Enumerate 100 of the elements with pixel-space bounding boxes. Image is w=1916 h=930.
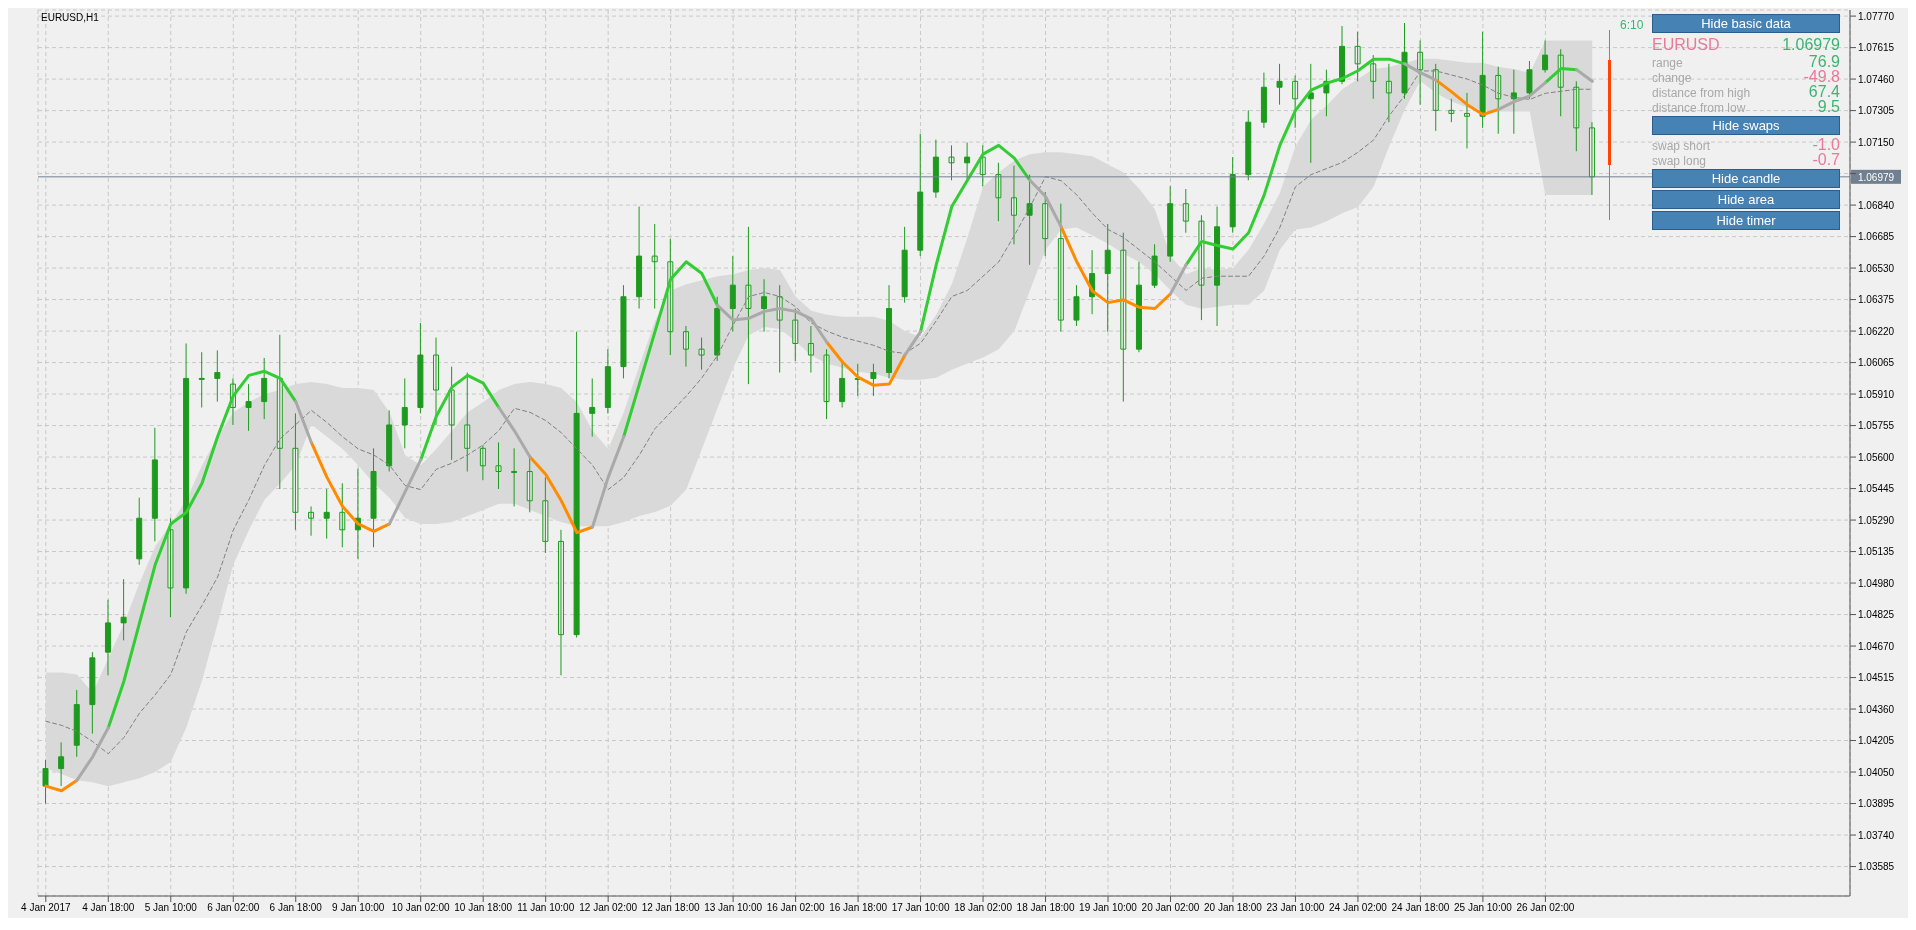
candlestick bbox=[276, 334, 283, 490]
candlestick bbox=[198, 351, 205, 408]
candlestick bbox=[698, 337, 705, 371]
annotation: swap long bbox=[1652, 154, 1707, 169]
x-tick-label: 6 Jan 18:00 bbox=[269, 902, 323, 914]
annotation: 1.06979 bbox=[1782, 35, 1840, 54]
x-tick-label: 17 Jan 10:00 bbox=[891, 902, 950, 914]
x-tick-label: 24 Jan 02:00 bbox=[1329, 902, 1388, 914]
annotation: distance from low bbox=[1652, 101, 1746, 116]
x-tick-label: 10 Jan 18:00 bbox=[454, 902, 513, 914]
y-tick-label: 1.06375 bbox=[1858, 294, 1895, 306]
y-tick-label: 1.04980 bbox=[1858, 577, 1895, 589]
candlestick bbox=[323, 488, 330, 540]
x-tick-label: 20 Jan 02:00 bbox=[1141, 902, 1200, 914]
x-tick-label: 16 Jan 18:00 bbox=[829, 902, 888, 914]
candlestick bbox=[386, 409, 393, 472]
x-tick-label: 9 Jan 10:00 bbox=[332, 902, 385, 914]
toggle-button[interactable]: Hide swaps bbox=[1652, 116, 1840, 135]
candlestick bbox=[1307, 63, 1314, 164]
x-tick-label: 12 Jan 18:00 bbox=[641, 902, 700, 914]
candlestick bbox=[1276, 63, 1283, 106]
candlestick bbox=[448, 366, 455, 461]
candlestick bbox=[995, 162, 1002, 222]
candlestick bbox=[1339, 25, 1346, 85]
candlestick bbox=[745, 226, 752, 385]
candlestick bbox=[1510, 69, 1517, 135]
annotation: 67.4 bbox=[1808, 83, 1840, 100]
candlestick bbox=[1120, 232, 1127, 403]
y-tick-label: 1.03740 bbox=[1858, 829, 1895, 841]
candlestick bbox=[1229, 156, 1236, 234]
y-tick-label: 1.05445 bbox=[1858, 483, 1895, 495]
toggle-button[interactable]: Hide timer bbox=[1652, 211, 1840, 230]
candlestick bbox=[526, 456, 533, 513]
candlestick bbox=[917, 133, 924, 257]
y-tick-label: 1.05600 bbox=[1858, 451, 1895, 463]
candlestick bbox=[1463, 92, 1470, 149]
candlestick bbox=[964, 141, 971, 181]
toggle-button[interactable]: Hide basic data bbox=[1652, 14, 1840, 33]
x-tick-label: 10 Jan 02:00 bbox=[391, 902, 451, 914]
candlestick bbox=[792, 308, 799, 362]
y-tick-label: 1.06220 bbox=[1858, 325, 1895, 337]
candlestick bbox=[1495, 66, 1502, 135]
candlestick bbox=[761, 278, 768, 333]
candlestick bbox=[854, 363, 861, 397]
candlestick bbox=[339, 482, 346, 548]
x-tick-label: 19 Jan 10:00 bbox=[1079, 902, 1138, 914]
annotation: -49.8 bbox=[1803, 68, 1840, 85]
annotation: 76.9 bbox=[1808, 53, 1840, 70]
y-tick-label: 1.07770 bbox=[1858, 10, 1895, 22]
candlestick bbox=[932, 139, 939, 199]
candlestick bbox=[1557, 48, 1564, 117]
candlestick bbox=[511, 447, 518, 507]
annotation: distance from high bbox=[1652, 86, 1751, 101]
annotation: swap short bbox=[1652, 139, 1711, 154]
candlestick bbox=[1370, 54, 1377, 100]
x-tick-label: 23 Jan 10:00 bbox=[1266, 902, 1325, 914]
candlestick bbox=[167, 517, 174, 618]
candlestick bbox=[89, 651, 96, 735]
candlestick bbox=[729, 255, 736, 333]
y-tick-label: 1.03585 bbox=[1858, 861, 1895, 873]
x-tick-label: 16 Jan 02:00 bbox=[766, 902, 825, 914]
y-tick-label: 1.04825 bbox=[1858, 609, 1895, 621]
x-tick-label: 18 Jan 18:00 bbox=[1016, 902, 1075, 914]
candlestick bbox=[901, 226, 908, 304]
candlestick bbox=[651, 223, 658, 310]
candlestick bbox=[886, 284, 893, 379]
x-tick-label: 25 Jan 10:00 bbox=[1454, 902, 1513, 914]
candlestick bbox=[948, 144, 955, 181]
toggle-button[interactable]: Hide area bbox=[1652, 190, 1840, 209]
candlestick bbox=[464, 372, 471, 472]
candlestick bbox=[1588, 121, 1595, 196]
candlestick bbox=[1214, 206, 1221, 327]
x-tick-label: 6 Jan 02:00 bbox=[207, 902, 260, 914]
candlestick bbox=[495, 441, 502, 490]
y-tick-label: 1.07305 bbox=[1858, 105, 1895, 117]
candlestick bbox=[42, 759, 49, 805]
annotation: change bbox=[1652, 71, 1692, 86]
annotation: -1.0 bbox=[1812, 136, 1840, 153]
toggle-button[interactable]: Hide candle bbox=[1652, 169, 1840, 188]
candlestick bbox=[183, 342, 190, 595]
candlestick bbox=[1245, 109, 1252, 181]
candlestick bbox=[1260, 72, 1267, 129]
y-tick-label: 1.05135 bbox=[1858, 546, 1895, 558]
x-tick-label: 5 Jan 10:00 bbox=[144, 902, 198, 914]
y-tick-label: 1.06685 bbox=[1858, 231, 1895, 243]
candlestick bbox=[292, 412, 299, 531]
y-tick-label: 1.04205 bbox=[1858, 735, 1895, 747]
candlestick bbox=[370, 447, 377, 548]
y-tick-label: 1.05755 bbox=[1858, 420, 1895, 432]
candlestick bbox=[1292, 74, 1299, 129]
x-tick-label: 4 Jan 18:00 bbox=[82, 902, 135, 914]
y-tick-label: 1.07460 bbox=[1858, 73, 1895, 85]
candlestick bbox=[1073, 284, 1080, 327]
ref-line-label: 1.06979 bbox=[1857, 171, 1895, 183]
candlestick bbox=[1401, 22, 1408, 100]
y-tick-label: 1.04360 bbox=[1858, 703, 1895, 715]
candlestick bbox=[870, 363, 877, 397]
candlestick bbox=[776, 284, 783, 374]
candlestick bbox=[214, 349, 221, 403]
chart-title: EURUSD,H1 bbox=[41, 12, 99, 23]
